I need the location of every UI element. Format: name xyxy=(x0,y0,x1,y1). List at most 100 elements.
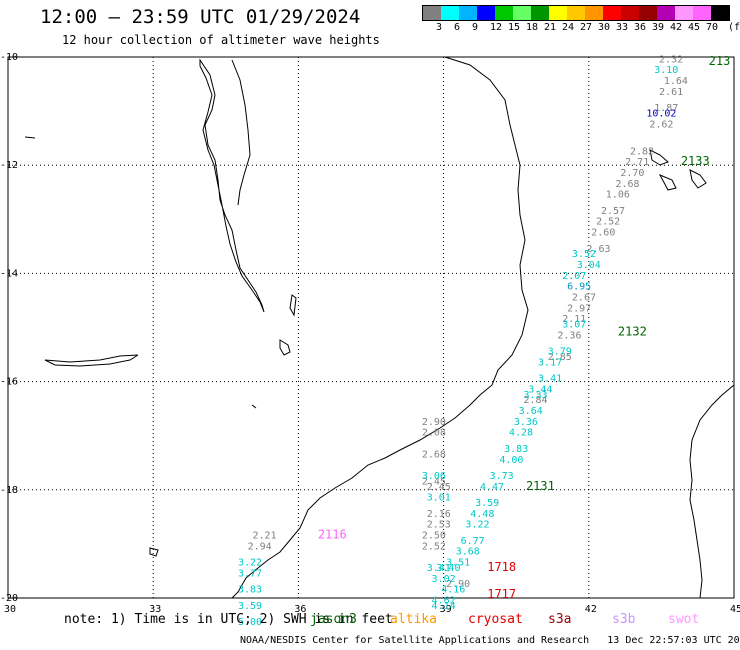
legend-swatch xyxy=(639,6,657,20)
page-title: 12:00 — 23:59 UTC 01/29/2024 xyxy=(40,6,361,28)
legend-label: 21 xyxy=(544,22,557,33)
legend-swatch xyxy=(693,6,711,20)
lake-malawi-outline xyxy=(199,58,265,313)
wave-height-label: 3.51 xyxy=(446,558,470,569)
wave-height-label: 3.64 xyxy=(519,406,543,417)
units-note: note: 1) Time is in UTC; 2) SWH is in fe… xyxy=(64,612,393,627)
wave-height-label: 2.45 xyxy=(422,476,446,487)
map-frame xyxy=(7,56,735,599)
legend-swatch xyxy=(513,6,531,20)
legend-label: 24 xyxy=(562,22,575,33)
wave-height-label: 1.64 xyxy=(664,76,688,87)
legend-swatch xyxy=(531,6,549,20)
wave-height-values: 2.321.642.611.872.622.822.712.702.681.06… xyxy=(238,54,688,628)
grid-lines xyxy=(7,56,735,599)
color-legend xyxy=(422,5,730,21)
legend-label: 18 xyxy=(526,22,539,33)
wave-height-label: 2.53 xyxy=(427,520,451,531)
wave-height-label: 3.79 xyxy=(548,347,572,358)
wave-height-label: 2.07 xyxy=(562,271,586,282)
pass-labels: 213 2133 2132 2131 2116 1718 1717 xyxy=(318,54,730,601)
wave-height-label: 3.41 xyxy=(538,374,562,385)
wave-height-label: 2.67 xyxy=(572,292,596,303)
coastline xyxy=(24,56,735,599)
comoros-island xyxy=(649,149,669,166)
legend-swatch xyxy=(603,6,621,20)
wave-height-label: 6.95 xyxy=(567,282,591,293)
wave-height-label: 3.59 xyxy=(475,498,499,509)
legend-swatch xyxy=(711,6,729,20)
satellite-name: s3a xyxy=(548,612,572,627)
wave-height-label: 3.59 xyxy=(238,601,262,612)
legend-label: 15 xyxy=(508,22,521,33)
legend-swatch xyxy=(423,6,441,20)
legend-swatch xyxy=(549,6,567,20)
wave-height-label: 3.73 xyxy=(490,471,514,482)
legend-label: 27 xyxy=(580,22,593,33)
wave-height-label: 2.36 xyxy=(557,330,581,341)
pass-id-label: 2116 xyxy=(318,527,347,541)
legend-swatch xyxy=(477,6,495,20)
wave-height-label: 2.70 xyxy=(620,168,644,179)
wave-height-label: 2.32 xyxy=(659,54,683,65)
wave-height-label: 3.01 xyxy=(427,493,451,504)
wave-height-label: 2.97 xyxy=(567,303,591,314)
x-tick-label: 33 xyxy=(149,604,161,615)
wave-height-label: 3.04 xyxy=(577,260,601,271)
legend-label: (ft) xyxy=(728,22,740,33)
lake-kariba xyxy=(44,354,139,367)
wave-height-label: 2.84 xyxy=(524,395,548,406)
wave-height-label: 3.83 xyxy=(504,444,528,455)
wave-height-label: 2.61 xyxy=(659,87,683,98)
wave-height-label: 2.68 xyxy=(422,449,446,460)
page-subtitle: 12 hour collection of altimeter wave hei… xyxy=(62,33,380,47)
wave-height-label: 2.08 xyxy=(422,428,446,439)
wave-height-label: 3.52 xyxy=(572,249,596,260)
legend-label: 45 xyxy=(688,22,701,33)
x-tick-label: 42 xyxy=(585,604,597,615)
wave-height-label: 3.40 xyxy=(436,563,460,574)
wave-height-label: 3.17 xyxy=(538,357,562,368)
x-tick-label: 39 xyxy=(440,604,452,615)
wave-height-label: 3.44 xyxy=(528,384,552,395)
wave-height-label: 3.33 xyxy=(524,390,548,401)
wave-height-label: 3.22 xyxy=(465,520,489,531)
wave-height-label: 10.02 xyxy=(646,109,676,120)
legend-swatch xyxy=(585,6,603,20)
legend-swatch xyxy=(495,6,513,20)
lake-fragment xyxy=(24,136,36,139)
x-tick-label: 30 xyxy=(4,604,16,615)
legend-label: 3 xyxy=(436,22,443,33)
wave-height-label: 4.28 xyxy=(509,428,533,439)
legend-label: 30 xyxy=(598,22,611,33)
legend-swatch xyxy=(441,6,459,20)
wave-height-label: 2.94 xyxy=(248,541,272,552)
y-tick-label: -16 xyxy=(0,377,18,388)
wave-height-label: 2.62 xyxy=(649,119,673,130)
satellite-name: swot xyxy=(668,612,700,627)
wave-height-label: 2.52 xyxy=(422,541,446,552)
legend-swatch xyxy=(567,6,585,20)
y-tick-label: -18 xyxy=(0,485,18,496)
legend-label: 9 xyxy=(472,22,479,33)
y-tick-label: -14 xyxy=(0,268,18,279)
y-tick-label: -10 xyxy=(0,52,18,63)
wave-height-label: 2.60 xyxy=(591,228,615,239)
satellite-name: jason3 xyxy=(310,612,357,627)
legend-label: 36 xyxy=(634,22,647,33)
legend-label: 70 xyxy=(706,22,719,33)
pass-id-label: 213 xyxy=(709,54,731,68)
x-tick-label: 45 xyxy=(730,604,740,615)
wave-height-label: 2.68 xyxy=(615,179,639,190)
y-tick-label: -20 xyxy=(0,593,18,604)
wave-height-label: 3.07 xyxy=(562,320,586,331)
inland-dot xyxy=(251,404,257,409)
wave-height-label: 3.77 xyxy=(238,568,262,579)
mozambique-coastline xyxy=(231,56,529,599)
wave-height-label: 1.06 xyxy=(606,190,630,201)
wave-height-label: 4.47 xyxy=(480,482,504,493)
wave-height-label: 3.10 xyxy=(654,65,678,76)
legend-label: 42 xyxy=(670,22,683,33)
